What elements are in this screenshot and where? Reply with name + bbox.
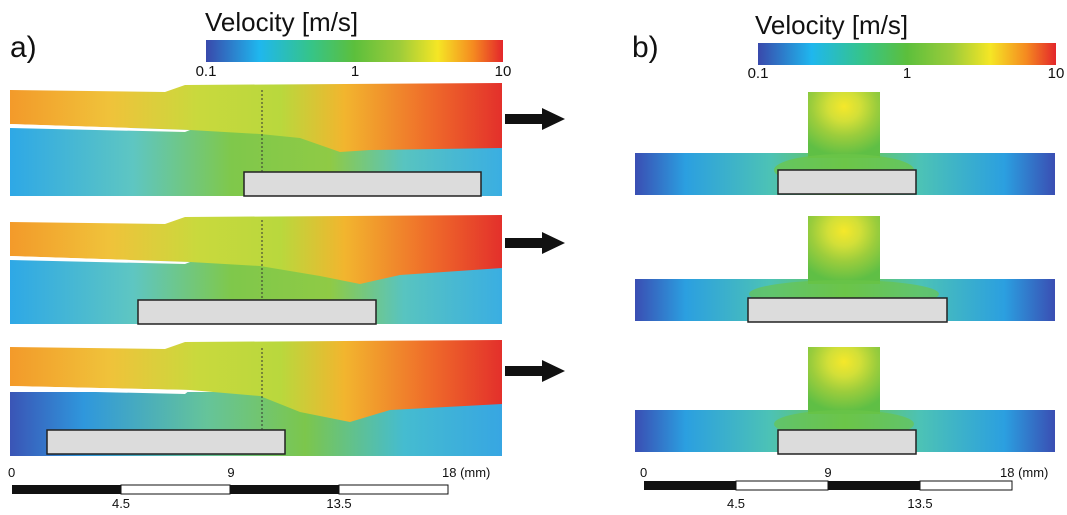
scale-b-tick-0: 0 <box>640 465 648 480</box>
block-a-2 <box>137 299 377 325</box>
scale-a-tick-9: 9 <box>227 465 235 480</box>
colorbar-a-tick-min: 0.1 <box>195 63 217 80</box>
scale-a-tick-18: 18 (mm) <box>442 465 491 480</box>
scale-b-tick-13-5: 13.5 <box>907 496 933 511</box>
block-b-3 <box>777 429 917 455</box>
panel-b-row-2 <box>635 216 1055 323</box>
scale-b-tick-9: 9 <box>824 465 832 480</box>
flow-arrow-a-3 <box>505 360 565 382</box>
colorbar-a <box>206 40 503 62</box>
block-a-1 <box>243 171 482 197</box>
scale-a-tick-4-5: 4.5 <box>111 496 131 511</box>
scale-a-tick-0: 0 <box>8 465 16 480</box>
panel-a-label: a) <box>10 31 37 64</box>
panel-a-row-1 <box>10 83 565 197</box>
block-a-3 <box>46 429 286 455</box>
colorbar-a-tick-max: 10 <box>494 63 512 80</box>
colorbar-a-tick-mid: 1 <box>350 63 360 80</box>
colorbar-b-tick-mid: 1 <box>902 65 912 82</box>
colorbar-b-tick-min: 0.1 <box>747 65 769 82</box>
panel-a-row-2 <box>10 215 565 325</box>
flow-arrow-a-2 <box>505 232 565 254</box>
panel-a-row-3 <box>10 340 565 456</box>
panel-b-label: b) <box>632 31 659 64</box>
colorbar-b-tick-max: 10 <box>1047 65 1065 82</box>
scale-b-tick-4-5: 4.5 <box>726 496 746 511</box>
scale-b-tick-18: 18 (mm) <box>1000 465 1049 480</box>
colorbar-a-title: Velocity [m/s] <box>205 7 359 37</box>
block-b-1 <box>777 169 917 195</box>
scale-a-tick-13-5: 13.5 <box>326 496 352 511</box>
flow-arrow-a-1 <box>505 108 565 130</box>
scale-bar-a <box>12 484 449 495</box>
panel-b-row-1 <box>635 92 1055 195</box>
colorbar-b <box>758 43 1056 65</box>
block-b-2 <box>747 297 948 323</box>
colorbar-b-title: Velocity [m/s] <box>755 10 909 40</box>
panel-b-row-3 <box>635 347 1055 455</box>
scale-bar-b <box>644 480 1013 491</box>
